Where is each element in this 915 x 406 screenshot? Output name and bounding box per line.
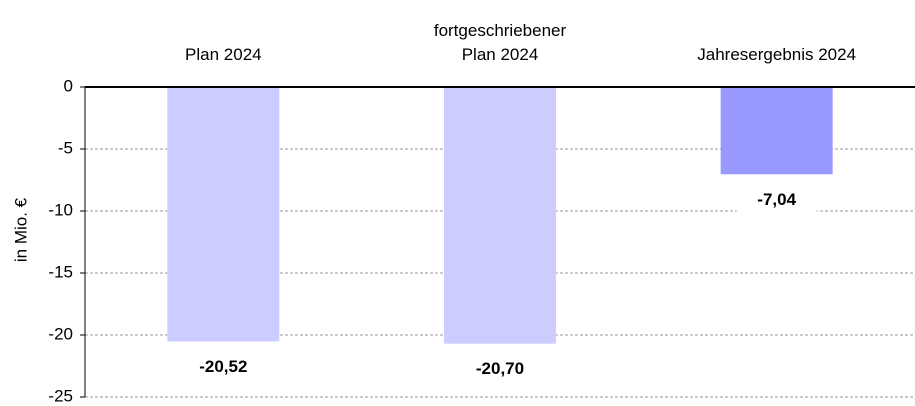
bar [444, 87, 556, 344]
y-tick-label: -10 [48, 200, 73, 219]
y-tick-label: -20 [48, 324, 73, 343]
y-tick-label: -15 [48, 262, 73, 281]
y-tick-label: 0 [64, 76, 73, 95]
value-label: -20,52 [199, 357, 247, 376]
y-axis-label: in Mio. € [11, 197, 30, 262]
value-label-bg [736, 188, 817, 213]
x-tick-label: Jahresergebnis 2024 [697, 45, 856, 64]
bar [167, 87, 280, 342]
x-tick-label: fortgeschriebener Plan 2024 [434, 21, 567, 64]
x-tick-label: Plan 2024 [185, 45, 262, 64]
value-label-bg [183, 355, 264, 380]
y-tick-label: -5 [58, 138, 73, 157]
bar [720, 87, 833, 175]
value-label-bg [460, 357, 540, 382]
value-label: -7,04 [757, 190, 796, 209]
y-tick-label: -25 [48, 386, 73, 405]
value-label: -20,70 [476, 359, 524, 378]
